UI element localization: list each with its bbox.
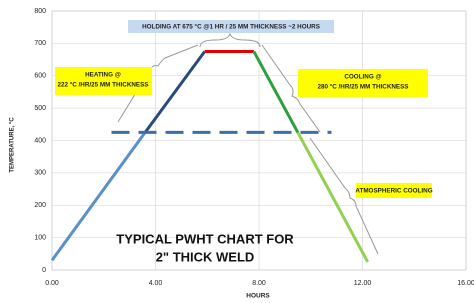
y-tick-label: 800 xyxy=(34,8,46,15)
line-segment xyxy=(296,131,369,263)
chart-title: 2" THICK WELD xyxy=(156,249,255,264)
x-tick-label: 0.00 xyxy=(45,280,59,287)
annotation-box xyxy=(298,69,428,97)
y-tick-label: 300 xyxy=(34,170,46,177)
x-tick-label: 16.00 xyxy=(457,280,474,287)
x-axis-label: HOURS xyxy=(246,293,270,300)
annotation-text: HOLDING AT 675 °C @1 HR / 25 MM THICKNES… xyxy=(142,23,320,31)
line-segment xyxy=(50,131,147,262)
annotation-text: 280 °C /HR/25 MM THICKNESS xyxy=(317,83,408,91)
y-tick-label: 0 xyxy=(42,267,46,274)
annotation-text: 222 °C /HR/25 MM THICKNESS xyxy=(57,81,148,89)
y-tick-label: 100 xyxy=(34,234,46,241)
y-tick-label: 500 xyxy=(34,105,46,112)
y-tick-label: 700 xyxy=(34,40,46,47)
x-tick-label: 8.00 xyxy=(252,280,266,287)
brace xyxy=(199,32,261,48)
y-tick-label: 400 xyxy=(34,137,46,144)
brace xyxy=(309,137,379,255)
annotation-text: HEATING @ xyxy=(85,72,121,79)
marks xyxy=(50,49,369,263)
line-segment xyxy=(252,50,300,134)
annotation-text: COOLING @ xyxy=(344,74,381,81)
line-segment xyxy=(143,50,206,134)
x-tick-label: 4.00 xyxy=(149,280,163,287)
y-tick-label: 600 xyxy=(34,73,46,80)
chart-title: TYPICAL PWHT CHART FOR xyxy=(116,231,294,246)
annotation-box xyxy=(128,20,334,33)
y-tick-label: 200 xyxy=(34,202,46,209)
annotation-box xyxy=(356,183,432,198)
annotation-box xyxy=(55,67,152,95)
brace xyxy=(261,44,321,133)
x-tick-label: 12.00 xyxy=(354,280,372,287)
annotation-text: ATMOSPHERIC COOLING xyxy=(355,188,432,195)
y-axis-label: TEMPERATURE, °C xyxy=(10,117,16,173)
